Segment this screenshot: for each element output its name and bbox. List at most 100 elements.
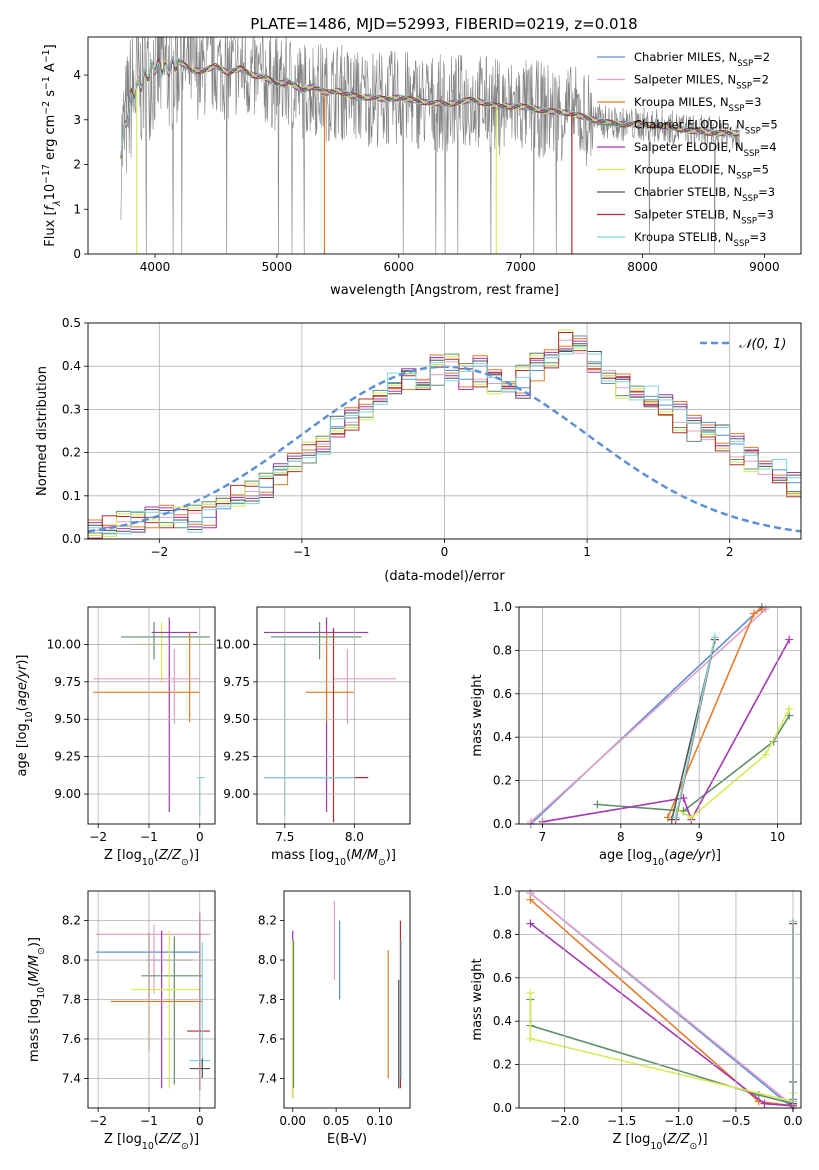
age-vs-Z-frame bbox=[87, 606, 216, 825]
weight-line-5 bbox=[529, 993, 794, 1103]
y-tick-label: 7.4 bbox=[258, 1071, 277, 1085]
y-tick-label: 0.0 bbox=[493, 1101, 512, 1115]
weight-marker bbox=[785, 704, 794, 713]
y-tick-label: 8.2 bbox=[62, 914, 81, 928]
legend-label: Salpeter ELODIE, NSSP=4 bbox=[634, 140, 777, 159]
spectrum-panel: wavelength [Angstrom, rest frame] Flux [f… bbox=[41, 37, 778, 298]
errorbar-point bbox=[305, 632, 355, 723]
mass-vs-Z-frame bbox=[87, 890, 216, 1109]
y-tick-label: 1 bbox=[73, 202, 81, 216]
errorbar-point bbox=[121, 621, 210, 660]
y-tick-label: 7.4 bbox=[62, 1071, 81, 1085]
x-tick-label: 0.00 bbox=[279, 1114, 306, 1128]
x-tick-label: 7000 bbox=[505, 260, 536, 274]
weight-vs-age-panel: mass weight age [log10(age/yr)] bbox=[470, 603, 794, 868]
normal-legend-label: 𝒩(0, 1) bbox=[739, 337, 786, 352]
errorbar-point bbox=[270, 621, 362, 660]
mass-vs-EBV-frame bbox=[283, 890, 411, 1109]
errorbar-point bbox=[263, 642, 355, 816]
y-tick-label: 0.4 bbox=[62, 359, 81, 373]
weight-vs-Z-ylabel: mass weight bbox=[470, 958, 485, 1040]
model-spectrum-8 bbox=[120, 56, 740, 156]
weight-vs-Z-plot-area bbox=[526, 889, 798, 1112]
residual-histogram-1 bbox=[88, 339, 801, 531]
y-tick-label: 0.3 bbox=[62, 402, 81, 416]
residuals-ylabel: Normed distribution bbox=[35, 366, 50, 496]
x-tick-label: 9000 bbox=[749, 260, 780, 274]
y-tick-label: 0.8 bbox=[493, 927, 512, 941]
weight-line-1 bbox=[530, 608, 767, 823]
figure-title: PLATE=1486, MJD=52993, FIBERID=0219, z=0… bbox=[250, 15, 637, 33]
weight-line-5 bbox=[675, 708, 791, 819]
weight-marker bbox=[671, 813, 680, 822]
weight-marker bbox=[526, 817, 535, 826]
weight-marker bbox=[526, 988, 535, 997]
y-tick-label: 1.0 bbox=[493, 600, 512, 614]
x-tick-label: 4000 bbox=[140, 260, 171, 274]
y-tick-label: 0.6 bbox=[493, 971, 512, 985]
y-tick-label: 9.00 bbox=[54, 787, 81, 801]
errorbar-point bbox=[333, 648, 397, 724]
residual-histogram-8 bbox=[88, 345, 801, 535]
y-tick-label: 0.0 bbox=[493, 817, 512, 831]
y-tick-label: 4 bbox=[73, 68, 81, 82]
errorbar-point bbox=[95, 932, 200, 1002]
residuals-plot-area bbox=[88, 329, 801, 539]
y-tick-label: 0 bbox=[73, 247, 81, 261]
errorbar-point bbox=[263, 627, 369, 823]
spectrum-axes: 4000 5000 6000 7000 8000 9000 0 1 2 3 4 bbox=[73, 68, 779, 274]
y-tick-label: 9.75 bbox=[54, 675, 81, 689]
errorbar-point bbox=[93, 648, 200, 724]
y-tick-label: 0.2 bbox=[493, 1058, 512, 1072]
residual-histogram-5 bbox=[88, 329, 801, 537]
residual-histogram-6 bbox=[88, 343, 801, 533]
x-tick-label: −1.0 bbox=[664, 1114, 693, 1128]
x-tick-label: 0 bbox=[196, 830, 204, 844]
weight-marker bbox=[663, 813, 672, 822]
model-spectrum-5 bbox=[120, 56, 740, 161]
errorbar-point bbox=[95, 924, 210, 994]
x-tick-label: 0.05 bbox=[323, 1114, 350, 1128]
y-tick-label: 10.00 bbox=[47, 637, 81, 651]
x-tick-label: −2 bbox=[89, 830, 107, 844]
weight-line-3 bbox=[597, 715, 790, 812]
errorbar-point bbox=[133, 621, 210, 682]
x-tick-label: 9 bbox=[695, 830, 703, 844]
x-tick-label: 7.5 bbox=[275, 830, 294, 844]
x-tick-label: 10 bbox=[770, 830, 785, 844]
legend-label: Kroupa ELODIE, NSSP=5 bbox=[634, 163, 769, 182]
residual-histogram-3 bbox=[88, 345, 801, 535]
x-tick-label: 0.0 bbox=[783, 1114, 802, 1128]
errorbar-point bbox=[141, 936, 203, 1085]
y-tick-label: 0.6 bbox=[493, 687, 512, 701]
y-tick-label: 7.6 bbox=[258, 1032, 277, 1046]
y-tick-label: 10.00 bbox=[216, 637, 250, 651]
y-tick-label: 0.5 bbox=[62, 316, 81, 330]
spectrum-plot-area bbox=[120, 37, 741, 254]
weight-vs-Z-axes: −2.0 −1.5 −1.0 −0.5 0.0 0.0 0.2 0.4 0.6 0.8 1.0 bbox=[493, 884, 803, 1128]
y-tick-label: 9.00 bbox=[223, 787, 250, 801]
spectrum-xlabel: wavelength [Angstrom, rest frame] bbox=[330, 283, 559, 298]
x-tick-label: −1 bbox=[140, 1114, 158, 1128]
y-tick-label: 8.0 bbox=[62, 953, 81, 967]
x-tick-label: −2 bbox=[89, 1114, 107, 1128]
x-tick-label: 0 bbox=[441, 545, 449, 559]
weight-vs-age-xlabel: age [log10(age/yr)] bbox=[599, 848, 721, 868]
y-tick-label: 8.2 bbox=[258, 914, 277, 928]
weight-marker bbox=[710, 633, 719, 642]
weight-marker bbox=[754, 1090, 763, 1099]
weight-vs-Z-xlabel: Z [log10(Z/Z⊙)] bbox=[612, 1132, 707, 1152]
spectrum-ylabel: Flux [fλ10−17 erg cm−2 s−1 A−1] bbox=[41, 44, 63, 246]
legend-label: Salpeter STELIB, NSSP=3 bbox=[634, 208, 774, 227]
weight-marker bbox=[687, 813, 696, 822]
legend-label: Kroupa STELIB, NSSP=3 bbox=[634, 230, 766, 249]
age-vs-Z-xlabel: Z [log10(Z/Z⊙)] bbox=[104, 848, 199, 868]
mass-vs-Z-xlabel: Z [log10(Z/Z⊙)] bbox=[104, 1132, 199, 1152]
y-tick-label: 2 bbox=[73, 158, 81, 172]
y-tick-label: 8.0 bbox=[258, 953, 277, 967]
x-tick-label: 1 bbox=[583, 545, 591, 559]
legend-label: Chabrier ELODIE, NSSP=5 bbox=[634, 118, 778, 137]
weight-vs-age-plot-area bbox=[526, 603, 794, 828]
errorbar-point bbox=[93, 632, 200, 723]
